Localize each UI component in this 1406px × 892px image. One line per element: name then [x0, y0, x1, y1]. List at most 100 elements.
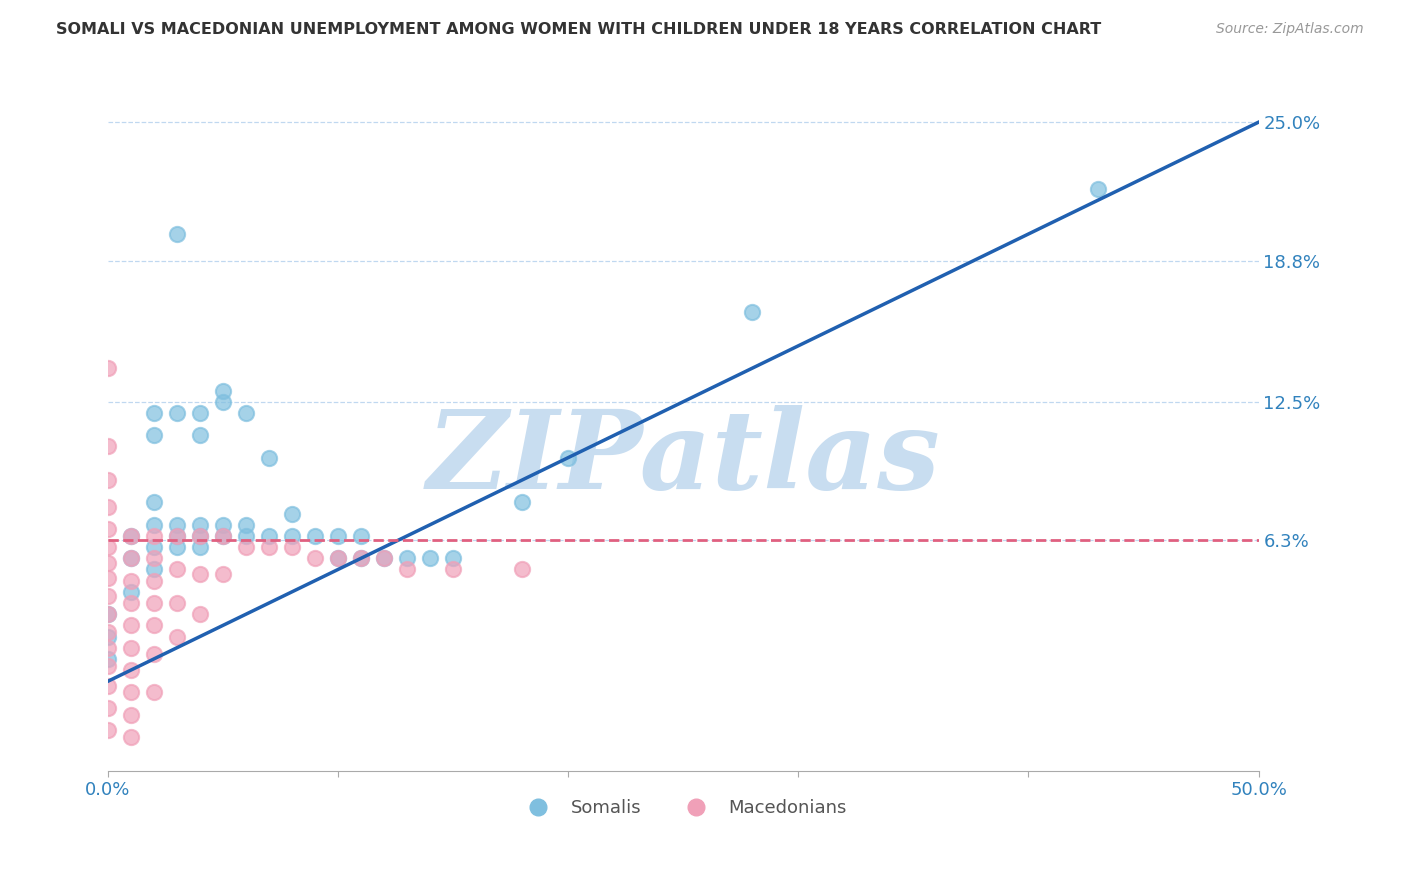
Point — [350, 529, 373, 543]
Point — [143, 551, 166, 566]
Point — [235, 540, 257, 554]
Point — [188, 566, 211, 581]
Point — [97, 640, 120, 655]
Point — [257, 450, 280, 465]
Point — [304, 551, 326, 566]
Point — [188, 529, 211, 543]
Point — [235, 529, 257, 543]
Point — [143, 574, 166, 588]
Point — [120, 618, 142, 632]
Text: Source: ZipAtlas.com: Source: ZipAtlas.com — [1216, 22, 1364, 37]
Point — [143, 685, 166, 699]
Point — [212, 384, 235, 398]
Point — [419, 551, 441, 566]
Point — [212, 529, 235, 543]
Point — [326, 551, 349, 566]
Point — [166, 227, 188, 241]
Point — [212, 394, 235, 409]
Point — [97, 500, 120, 514]
Point — [143, 517, 166, 532]
Point — [97, 658, 120, 673]
Point — [97, 607, 120, 622]
Point — [97, 473, 120, 487]
Point — [143, 428, 166, 442]
Point — [188, 428, 211, 442]
Point — [212, 517, 235, 532]
Point — [212, 566, 235, 581]
Point — [97, 630, 120, 644]
Point — [188, 540, 211, 554]
Point — [281, 507, 304, 521]
Point — [97, 571, 120, 585]
Point — [120, 730, 142, 744]
Point — [510, 562, 533, 576]
Point — [166, 517, 188, 532]
Text: ZIPatlas: ZIPatlas — [426, 405, 941, 513]
Point — [741, 305, 763, 319]
Point — [97, 723, 120, 738]
Point — [97, 679, 120, 693]
Point — [441, 551, 464, 566]
Point — [326, 551, 349, 566]
Point — [188, 517, 211, 532]
Point — [97, 607, 120, 622]
Point — [143, 495, 166, 509]
Point — [120, 707, 142, 722]
Point — [97, 540, 120, 554]
Point — [281, 540, 304, 554]
Point — [166, 630, 188, 644]
Point — [97, 652, 120, 666]
Point — [120, 529, 142, 543]
Point — [281, 529, 304, 543]
Point — [166, 540, 188, 554]
Point — [143, 648, 166, 662]
Point — [235, 517, 257, 532]
Point — [373, 551, 395, 566]
Point — [166, 596, 188, 610]
Point — [143, 406, 166, 420]
Point — [120, 640, 142, 655]
Point — [120, 529, 142, 543]
Point — [143, 596, 166, 610]
Point — [97, 439, 120, 453]
Point — [143, 562, 166, 576]
Point — [120, 663, 142, 677]
Point — [510, 495, 533, 509]
Point — [166, 529, 188, 543]
Point — [143, 618, 166, 632]
Point — [97, 556, 120, 570]
Point — [143, 540, 166, 554]
Point — [120, 551, 142, 566]
Point — [350, 551, 373, 566]
Point — [120, 584, 142, 599]
Point — [373, 551, 395, 566]
Legend: Somalis, Macedonians: Somalis, Macedonians — [513, 791, 853, 824]
Point — [188, 406, 211, 420]
Point — [441, 562, 464, 576]
Point — [97, 625, 120, 640]
Point — [257, 529, 280, 543]
Point — [188, 529, 211, 543]
Point — [120, 574, 142, 588]
Point — [120, 596, 142, 610]
Point — [97, 522, 120, 536]
Point — [326, 529, 349, 543]
Text: SOMALI VS MACEDONIAN UNEMPLOYMENT AMONG WOMEN WITH CHILDREN UNDER 18 YEARS CORRE: SOMALI VS MACEDONIAN UNEMPLOYMENT AMONG … — [56, 22, 1101, 37]
Point — [166, 529, 188, 543]
Point — [120, 551, 142, 566]
Point — [120, 685, 142, 699]
Point — [166, 406, 188, 420]
Point — [304, 529, 326, 543]
Point — [557, 450, 579, 465]
Point — [396, 562, 419, 576]
Point — [396, 551, 419, 566]
Point — [166, 562, 188, 576]
Point — [257, 540, 280, 554]
Point — [212, 529, 235, 543]
Point — [97, 361, 120, 376]
Point — [235, 406, 257, 420]
Point — [188, 607, 211, 622]
Point — [97, 589, 120, 603]
Point — [1087, 182, 1109, 196]
Point — [350, 551, 373, 566]
